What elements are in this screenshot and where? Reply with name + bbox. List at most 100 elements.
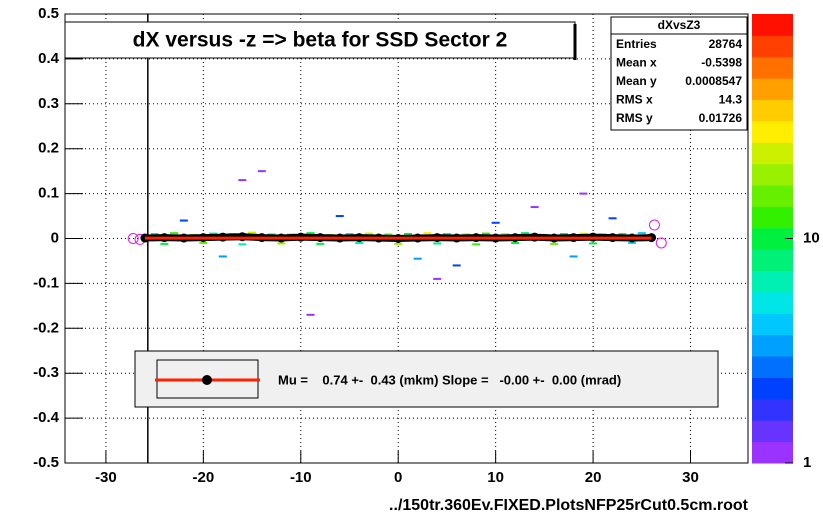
outlier-marker [648, 219, 660, 231]
x-tick-label: 0 [394, 469, 402, 486]
histogram-cell [520, 232, 529, 235]
outlier-marker [127, 233, 139, 244]
histogram-cell [238, 179, 247, 182]
z-tick-label: 1 [803, 454, 811, 471]
y-tick-label: 0.4 [38, 50, 60, 67]
histogram-cell [550, 242, 559, 245]
histogram-cell [364, 232, 373, 235]
palette-swatch [752, 14, 793, 36]
stats-value: -0.5398 [701, 56, 742, 70]
histogram-cell [345, 233, 354, 236]
histogram-cell [248, 231, 257, 234]
histogram-cell [423, 232, 432, 235]
y-tick-label: 0 [51, 229, 59, 246]
palette-swatch [752, 398, 793, 421]
x-axis-label: ../150tr.360Ev.FIXED.PlotsNFP25rCut0.5cm… [389, 497, 749, 514]
x-tick-label: -10 [290, 469, 312, 486]
palette-swatch [752, 78, 793, 101]
palette-swatch [752, 142, 793, 165]
palette-swatch [752, 185, 793, 207]
stats-value: 0.01726 [699, 111, 743, 125]
histogram-cell [316, 242, 325, 245]
histogram-cell [472, 243, 481, 246]
y-tick-label: -0.3 [33, 364, 59, 381]
histogram-cell [433, 277, 442, 280]
palette-swatch [752, 334, 793, 357]
histogram-cell [150, 233, 159, 236]
legend-text: Mu = 0.74 +- 0.43 (mkm) Slope = -0.00 +-… [278, 372, 621, 387]
histogram-cell [579, 232, 588, 235]
stats-value: 0.0008547 [685, 74, 742, 88]
histogram-cell [394, 242, 403, 245]
histogram-cell [608, 217, 617, 220]
z-tick-label: 10 [803, 229, 820, 246]
x-tick-label: 30 [682, 469, 699, 486]
stats-label: RMS y [616, 111, 653, 125]
y-tick-label: 0.3 [38, 95, 59, 112]
palette-swatch [752, 420, 793, 443]
histogram-cell [257, 170, 266, 173]
histogram-cell [335, 215, 344, 218]
y-tick-label: -0.5 [33, 454, 59, 471]
histogram-cell [209, 232, 218, 235]
palette-swatch [752, 227, 793, 250]
chart-title: dX versus -z => beta for SSD Sector 2 [133, 29, 508, 52]
x-tick-label: 10 [487, 469, 504, 486]
y-tick-label: -0.4 [33, 409, 60, 426]
histogram-cell [530, 206, 539, 209]
palette-swatch [752, 56, 793, 79]
histogram-cell [628, 241, 637, 244]
y-tick-label: 0.2 [38, 140, 59, 157]
histogram-cell [637, 232, 646, 235]
histogram-cell [384, 233, 393, 236]
stats-label: Mean y [616, 74, 657, 88]
histogram-cell [579, 192, 588, 195]
stats-box [610, 16, 748, 131]
palette-swatch [752, 313, 793, 336]
histogram-cell [501, 233, 510, 236]
histogram-cell [355, 241, 364, 244]
stats-label: Entries [616, 37, 657, 51]
histogram-cell [287, 233, 296, 236]
histogram-cell [277, 242, 286, 245]
palette-swatch [752, 35, 793, 58]
palette-swatch [752, 249, 793, 272]
stats-label: RMS x [616, 93, 653, 107]
legend-marker [202, 375, 212, 385]
histogram-cell [511, 241, 520, 244]
y-tick-label: 0.5 [38, 5, 59, 22]
histogram-cell [199, 241, 208, 244]
title-box [64, 21, 576, 59]
histogram-cell [179, 219, 188, 222]
x-tick-label: 20 [585, 469, 602, 486]
stats-value: 14.3 [719, 93, 743, 107]
histogram-cell [306, 232, 315, 235]
y-tick-label: -0.2 [33, 319, 59, 336]
palette-swatch [752, 206, 793, 229]
histogram-cell [413, 257, 422, 260]
histogram-cell [559, 233, 568, 236]
palette-swatch [752, 377, 793, 400]
palette-swatch [752, 163, 793, 186]
histogram-cell [433, 242, 442, 245]
stats-label: Mean x [616, 56, 657, 70]
histogram-cell [218, 255, 227, 258]
histogram-cell [238, 243, 247, 246]
y-tick-label: -0.1 [33, 274, 59, 291]
histogram-cell [589, 242, 598, 245]
histogram-cell [160, 242, 169, 245]
histogram-cell [452, 264, 461, 267]
stats-value: 28764 [709, 37, 743, 51]
palette-swatch [752, 356, 793, 378]
x-tick-label: -20 [193, 469, 215, 486]
histogram-cell [306, 313, 315, 316]
x-tick-label: -30 [95, 469, 117, 486]
palette-swatch [752, 441, 793, 464]
histogram-cell [618, 233, 627, 236]
y-tick-label: 0.1 [38, 185, 59, 202]
histogram-cell [481, 232, 490, 235]
stats-name: dXvsZ3 [658, 18, 701, 32]
palette-swatch [752, 99, 793, 122]
histogram-cell [442, 233, 451, 236]
